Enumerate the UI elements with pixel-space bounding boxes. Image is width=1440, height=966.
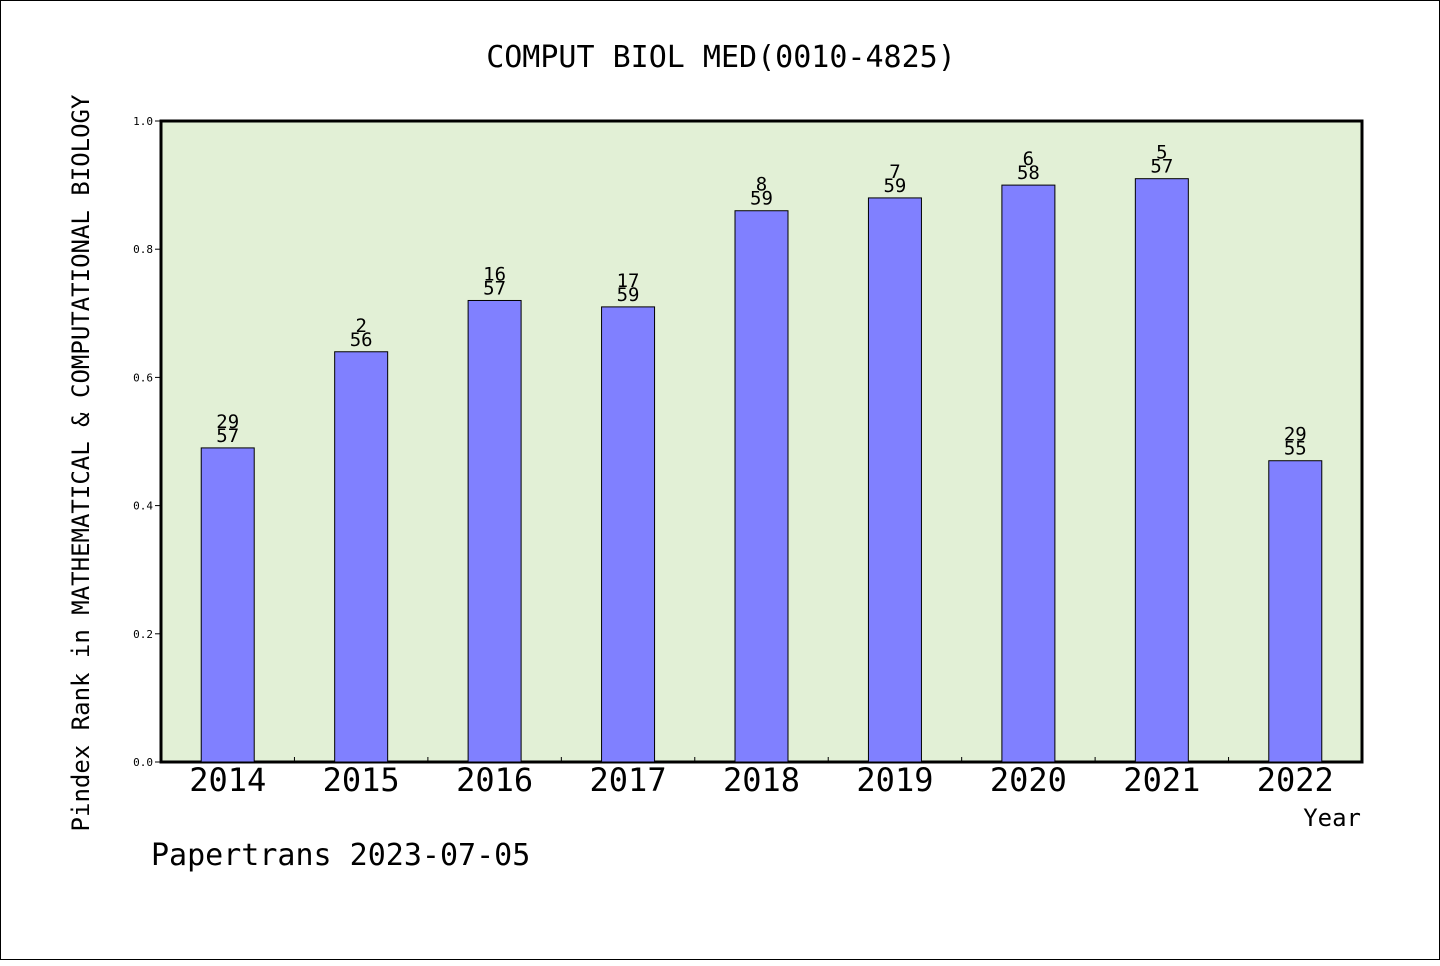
x-tick-label-2021: 2021 <box>1123 761 1200 799</box>
x-tick-label-2018: 2018 <box>723 761 800 799</box>
total-label-2015: 56 <box>350 329 373 351</box>
x-axis: 2014 2015 2016 2017 2018 2019 2020 2021 2022 <box>189 757 1334 799</box>
rank-label-2021: 5 <box>1156 142 1167 164</box>
y-tick-label: 0.0 <box>133 756 153 769</box>
rank-label-2014: 29 <box>216 411 239 433</box>
x-tick-label-2017: 2017 <box>590 761 667 799</box>
y-tick-label: 1.0 <box>133 115 153 128</box>
x-tick-label-2015: 2015 <box>323 761 400 799</box>
rank-label-2015: 2 <box>355 315 366 337</box>
bar-2016 <box>467 299 522 763</box>
total-label-2018: 59 <box>750 188 773 210</box>
total-label-2020: 58 <box>1017 162 1040 184</box>
total-label-2019: 59 <box>883 175 906 197</box>
rank-label-2016: 16 <box>483 263 506 285</box>
x-tick-label-2022: 2022 <box>1257 761 1334 799</box>
bar-2022 <box>1268 460 1323 763</box>
rank-label-2018: 8 <box>756 174 767 196</box>
bar-2015 <box>334 351 389 763</box>
total-label-2022: 55 <box>1284 438 1307 460</box>
x-tick-label-2016: 2016 <box>456 761 533 799</box>
y-axis-label: Pindex Rank in MATHEMATICAL & COMPUTATIO… <box>67 94 95 831</box>
bar-2020 <box>1001 184 1056 763</box>
bar-2014 <box>200 447 255 763</box>
total-label-2021: 57 <box>1150 156 1173 178</box>
y-tick-label: 0.2 <box>133 628 153 641</box>
x-axis-label: Year <box>1303 804 1361 832</box>
y-tick-label: 0.4 <box>133 500 153 513</box>
x-tick-label-2020: 2020 <box>990 761 1067 799</box>
y-tick-label: 0.6 <box>133 371 153 384</box>
x-tick-label-2014: 2014 <box>189 761 266 799</box>
footer-credit: Papertrans 2023-07-05 <box>151 838 530 873</box>
total-label-2017: 59 <box>617 284 640 306</box>
bar-2017 <box>601 306 656 763</box>
total-label-2014: 57 <box>216 425 239 447</box>
chart-title: COMPUT BIOL MED(0010-4825) <box>486 40 956 75</box>
y-tick-label: 0.8 <box>133 243 153 256</box>
rank-label-2017: 17 <box>617 270 640 292</box>
x-tick-label-2019: 2019 <box>856 761 933 799</box>
rank-label-2020: 6 <box>1023 148 1034 170</box>
bar-2018 <box>734 210 789 763</box>
bar-2019 <box>867 197 922 763</box>
bar-2021 <box>1134 178 1189 763</box>
total-label-2016: 57 <box>483 277 506 299</box>
rank-label-2019: 7 <box>889 161 900 183</box>
y-axis: 0.0 0.2 0.4 0.6 0.8 1.0 <box>133 115 161 769</box>
rank-label-2022: 29 <box>1284 424 1307 446</box>
